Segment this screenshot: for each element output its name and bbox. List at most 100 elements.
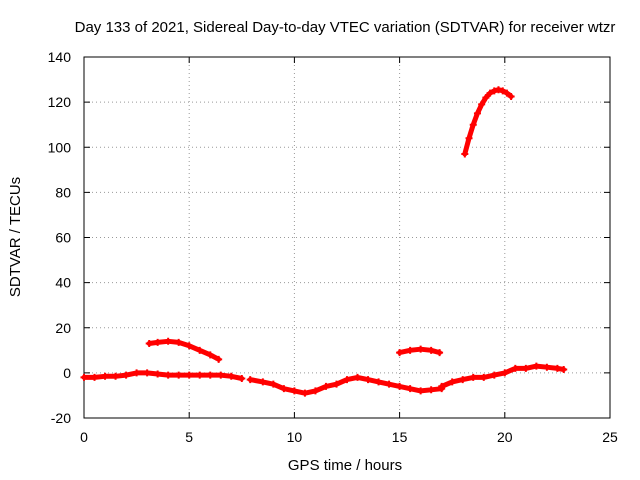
plot-frame xyxy=(83,56,611,419)
data-point xyxy=(427,386,435,394)
data-point xyxy=(143,369,151,377)
data-points xyxy=(80,86,568,397)
data-point xyxy=(560,365,568,373)
data-point xyxy=(478,100,486,108)
data-point xyxy=(101,372,109,380)
data-point xyxy=(385,380,393,388)
x-tick-label: 0 xyxy=(80,429,88,445)
data-point xyxy=(238,375,246,383)
data-point xyxy=(133,369,141,377)
data-point xyxy=(436,349,444,357)
series-trace xyxy=(462,87,514,157)
data-point xyxy=(227,372,235,380)
data-point xyxy=(175,338,183,346)
data-point xyxy=(469,121,477,129)
x-tick-label: 5 xyxy=(185,429,193,445)
data-point xyxy=(91,373,99,381)
data-point xyxy=(145,340,153,348)
data-point xyxy=(215,355,223,363)
data-point xyxy=(469,373,477,381)
y-tick-label: -20 xyxy=(51,410,71,426)
data-point xyxy=(459,376,467,384)
series-arc-1 xyxy=(80,369,246,383)
data-point xyxy=(280,385,288,393)
data-point xyxy=(269,380,277,388)
data-point xyxy=(164,371,172,379)
data-point xyxy=(532,362,540,370)
data-point xyxy=(259,378,267,386)
x-tick-label: 15 xyxy=(392,429,408,445)
data-point xyxy=(553,364,561,372)
series-trace xyxy=(81,370,245,381)
data-point xyxy=(246,376,254,384)
data-point xyxy=(301,389,309,397)
data-point xyxy=(322,382,330,390)
data-point xyxy=(154,370,162,378)
data-point xyxy=(406,385,414,393)
data-point xyxy=(503,89,511,97)
data-point xyxy=(543,363,551,371)
data-point xyxy=(494,86,502,94)
x-tick-label: 10 xyxy=(287,429,303,445)
x-tick-labels: 0 5 10 15 20 25 xyxy=(80,429,618,445)
series-arc-6 xyxy=(461,86,515,158)
data-point xyxy=(417,387,425,395)
chart-title: Day 133 of 2021, Sidereal Day-to-day VTE… xyxy=(75,19,616,36)
y-tick-label: 80 xyxy=(55,184,71,200)
data-point xyxy=(206,371,214,379)
data-point xyxy=(406,346,414,354)
data-point xyxy=(112,372,120,380)
series-arc-4 xyxy=(396,345,444,357)
data-point xyxy=(490,371,498,379)
data-point xyxy=(196,371,204,379)
x-axis-label: GPS time / hours xyxy=(288,457,402,474)
data-point xyxy=(511,364,519,372)
data-point xyxy=(343,376,351,384)
grid-lines xyxy=(84,57,610,418)
y-tick-labels: -20 0 20 40 60 80 100 120 140 xyxy=(48,49,72,426)
data-point xyxy=(473,109,481,117)
data-point xyxy=(461,150,469,158)
y-tick-label: 0 xyxy=(63,365,71,381)
data-point xyxy=(185,371,193,379)
data-point xyxy=(175,371,183,379)
data-point xyxy=(480,373,488,381)
y-tick-label: 40 xyxy=(55,275,71,291)
data-point xyxy=(501,369,509,377)
data-point xyxy=(122,371,130,379)
y-tick-label: 140 xyxy=(48,49,72,65)
data-point xyxy=(396,349,404,357)
data-point xyxy=(438,382,446,390)
series-trace xyxy=(439,363,567,389)
data-point xyxy=(396,382,404,390)
y-tick-label: 120 xyxy=(48,94,72,110)
series-arc-5 xyxy=(438,362,568,390)
data-point xyxy=(154,338,162,346)
data-point xyxy=(522,364,530,372)
data-point xyxy=(311,387,319,395)
y-axis-label: SDTVAR / TECUs xyxy=(7,177,24,297)
data-point xyxy=(375,378,383,386)
data-point xyxy=(490,87,498,95)
data-point xyxy=(164,337,172,345)
data-point xyxy=(196,346,204,354)
data-point xyxy=(206,351,214,359)
data-point xyxy=(332,380,340,388)
y-tick-label: 60 xyxy=(55,230,71,246)
series-arc-2 xyxy=(145,337,223,363)
series-arc-3 xyxy=(246,373,446,397)
y-tick-label: 100 xyxy=(48,139,72,155)
data-point xyxy=(486,89,494,97)
x-tick-label: 25 xyxy=(602,429,618,445)
data-point xyxy=(354,373,362,381)
data-point xyxy=(465,134,473,142)
data-point xyxy=(185,342,193,350)
data-point xyxy=(217,371,225,379)
x-tick-label: 20 xyxy=(497,429,513,445)
y-tick-label: 20 xyxy=(55,320,71,336)
data-point xyxy=(417,345,425,353)
data-point xyxy=(290,387,298,395)
data-point xyxy=(427,346,435,354)
series-trace xyxy=(146,338,222,362)
